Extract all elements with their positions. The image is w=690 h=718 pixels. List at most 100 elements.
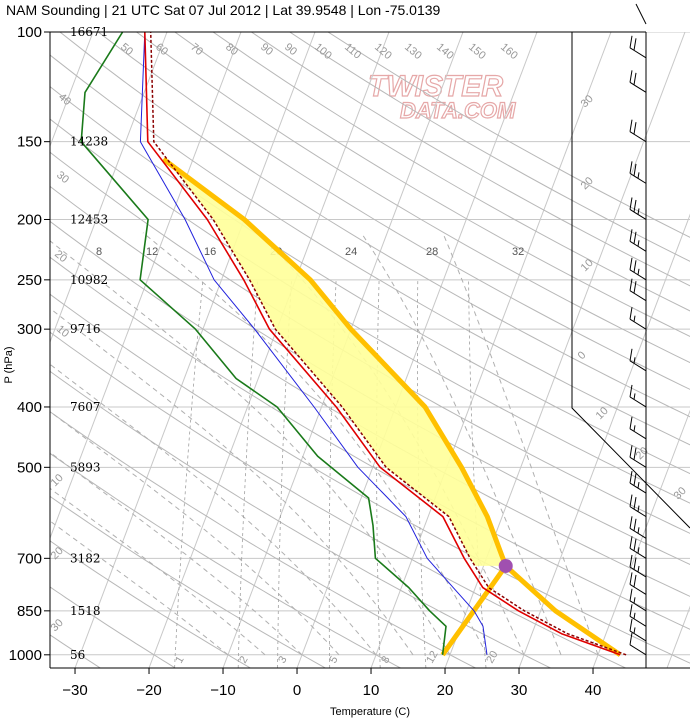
dry-adiabat-40 (50, 331, 626, 668)
dry-adiabat-10 (50, 452, 401, 668)
isotherm-label-left: 20 (49, 545, 66, 562)
wind-barb-staff (629, 360, 647, 372)
wind-barb-staff (629, 290, 647, 302)
isotherm-label: 10 (594, 405, 611, 422)
theta-label-top: 50 (118, 41, 135, 58)
watermark-line2: DATA.COM (400, 98, 516, 123)
wind-barb-flag (633, 122, 637, 135)
moist-adiabat-10 (50, 363, 377, 656)
pressure-tick-label: 500 (17, 459, 42, 476)
wind-barb-125 (629, 70, 647, 93)
theta-label: 90 (282, 41, 299, 58)
wind-barb-half (633, 357, 636, 364)
moist-adiabat-0 (50, 451, 303, 656)
height-label: 12453 (70, 212, 108, 226)
dry-adiabat-150 (136, 32, 690, 364)
dry-adiabat-90 (50, 151, 690, 534)
height-label: 9716 (70, 322, 101, 336)
wind-barb-1000 (629, 632, 647, 656)
moist-adiabat--5 (50, 487, 266, 656)
pressure-tick-label: 100 (17, 24, 42, 41)
wind-barb-270 (629, 278, 647, 302)
wind-barb-450 (629, 416, 647, 440)
wind-barb-flag (629, 588, 633, 601)
pressure-tick-label: 200 (17, 211, 42, 228)
isotherm--20 (148, 32, 390, 668)
pressure-tick-label: 300 (17, 321, 42, 338)
wind-barb-550 (629, 471, 647, 494)
dry-adiabat-110 (50, 85, 690, 475)
mixing-ratio-label: 8 (96, 246, 102, 258)
wind-barb-flag (629, 278, 633, 291)
wind-barb-half (633, 597, 636, 604)
isotherm--30 (74, 32, 316, 668)
moist-adiabat-5 (50, 410, 340, 656)
moist-adiabat-25 (142, 232, 488, 656)
wetbulb-profile (139, 32, 488, 655)
sounding-profiles (80, 32, 627, 657)
mixing-ratio-bottom-label: 2 (237, 654, 250, 665)
wind-barb-flag (629, 35, 633, 48)
wind-barb-flag (629, 348, 633, 361)
wind-barb-staff (629, 644, 647, 656)
wind-barb-flag (633, 260, 637, 273)
dry-adiabat-0 (50, 495, 326, 668)
mixing-ratio-line-12 (416, 279, 427, 668)
dry-adiabat-50 (50, 293, 690, 664)
mixing-ratio-line-20 (468, 279, 487, 668)
wind-barb-staff (629, 47, 647, 59)
temperature-tick-label: 30 (511, 682, 528, 699)
watermark-line1: TWISTER (368, 70, 503, 103)
barb-panel-border (571, 32, 690, 529)
top-barb-fragment (635, 3, 647, 25)
theta-label-top: 80 (223, 41, 240, 58)
wind-barb-flag (633, 281, 637, 294)
mixing-ratio-bottom-label: 3 (276, 654, 289, 665)
isotherm--40 (50, 32, 242, 540)
temperature-tick-label: 0 (293, 682, 301, 699)
dry-adiabat-20 (50, 411, 476, 668)
chart-title: NAM Sounding | 21 UTC Sat 07 Jul 2012 | … (6, 2, 441, 18)
theta-label: 150 (466, 41, 488, 62)
isotherm-label: 10 (579, 257, 596, 274)
wind-barb-flag (629, 445, 633, 458)
height-label: 56 (70, 648, 85, 662)
isotherm-40 (592, 409, 690, 668)
wind-barb-850 (629, 588, 647, 612)
height-label: 14238 (70, 135, 108, 149)
wind-barb-150 (629, 119, 647, 143)
wind-barb-half (637, 268, 640, 275)
isotherm-label-left: 10 (49, 472, 66, 489)
dry-adiabat--20 (50, 586, 176, 668)
isotherm-label: 30 (579, 93, 596, 110)
moist-adiabat-35 (360, 232, 562, 655)
wind-barb-flag (633, 199, 637, 213)
mixing-ratio-line-1 (174, 279, 204, 668)
wind-barb-half (633, 393, 636, 400)
wind-barb-flag (629, 632, 633, 645)
wind-barb-flag (633, 231, 637, 244)
wind-barb-half (637, 547, 640, 554)
wind-barb-flag (633, 538, 637, 551)
wind-barb-650 (629, 516, 647, 539)
dry-adiabat-80 (50, 185, 690, 565)
wind-barb-flag (629, 197, 633, 210)
mixing-ratio-bottom-label: 20 (484, 649, 501, 666)
wind-barb-flag (633, 72, 637, 85)
pressure-tick-label: 250 (17, 272, 42, 289)
wind-barb-staff (629, 318, 647, 330)
moist-adiabat-20 (50, 240, 451, 656)
wind-barb-flag (629, 516, 633, 529)
dry-adiabat-70 (50, 220, 690, 597)
lcl-marker (498, 558, 513, 573)
isotherm-10 (370, 32, 612, 668)
wind-barb-flag (633, 447, 637, 460)
wind-barb-flag (629, 416, 633, 429)
mixing-ratio-label: 12 (146, 246, 158, 258)
wind-barb-half (637, 240, 640, 247)
dry-adiabat-170 (212, 32, 690, 312)
wind-barb-staff (629, 630, 647, 642)
wind-barb-flag (629, 257, 633, 270)
mixing-ratio-label: 24 (345, 246, 357, 258)
isotherm-50 (666, 605, 690, 668)
